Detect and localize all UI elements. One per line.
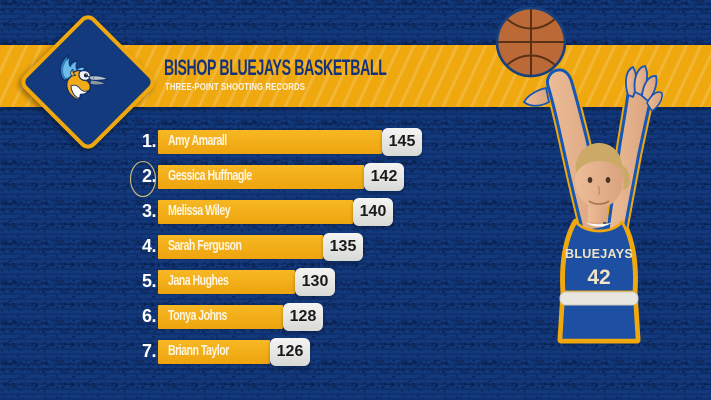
svg-text:BLUEJAYS: BLUEJAYS	[565, 247, 633, 261]
svg-text:42: 42	[587, 266, 610, 289]
